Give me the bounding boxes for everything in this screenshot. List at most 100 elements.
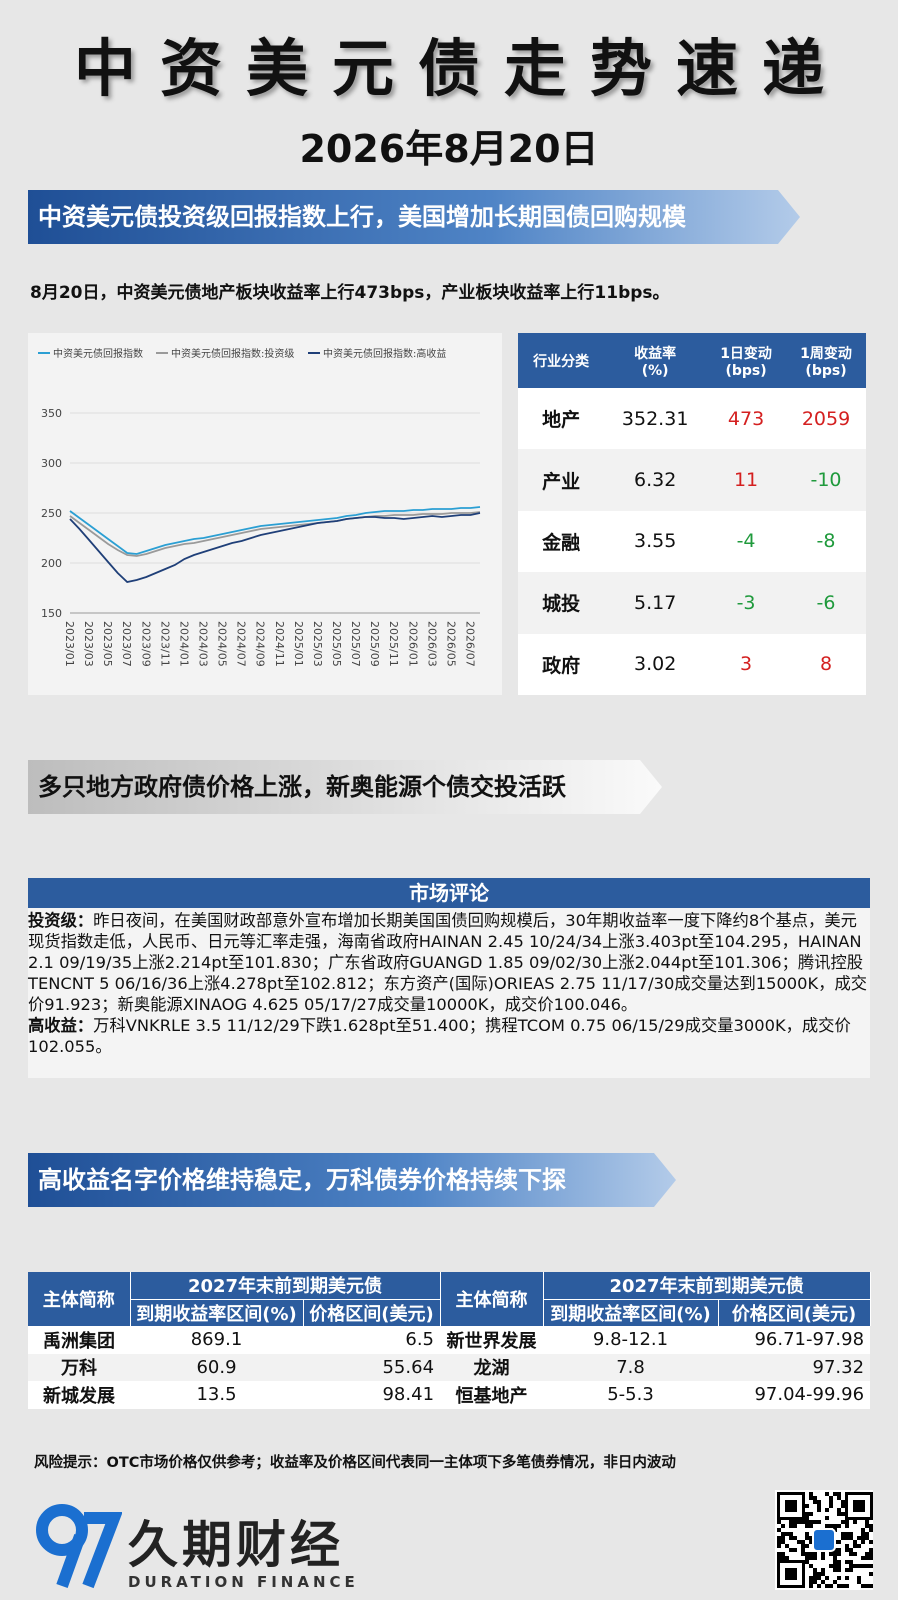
- qr-module: [853, 1544, 857, 1548]
- table-cell: 5-5.3: [543, 1381, 719, 1409]
- qr-module: [853, 1564, 857, 1568]
- qr-module: [801, 1552, 805, 1556]
- group-header: 2027年末前到期美元债: [543, 1272, 871, 1299]
- table-cell: -6: [786, 572, 866, 634]
- x-tick-label: 2025/01: [292, 621, 305, 667]
- qr-module: [793, 1548, 797, 1552]
- qr-module: [857, 1564, 861, 1568]
- table-cell: -3: [706, 572, 787, 634]
- commentary-label: 投资级：: [28, 911, 94, 930]
- x-tick-label: 2026/01: [406, 621, 419, 667]
- qr-module: [837, 1552, 841, 1556]
- header-text: (bps): [725, 362, 767, 379]
- logo-mark: [36, 1504, 122, 1589]
- qr-module: [821, 1580, 825, 1584]
- qr-module: [869, 1548, 873, 1552]
- header-text: 行业分类: [533, 353, 590, 370]
- qr-module: [841, 1512, 845, 1516]
- table-head: 行业分类 收益率 (%) 1日变动 (bps) 1周变动 (bps): [518, 333, 866, 388]
- commentary-paragraph: 高收益：万科VNKRLE 3.5 11/12/29下跌1.628pt至51.40…: [28, 1015, 870, 1057]
- qr-module: [869, 1528, 873, 1532]
- commentary-label: 高收益：: [28, 1016, 94, 1035]
- qr-module: [869, 1572, 873, 1576]
- qr-module: [777, 1536, 781, 1540]
- qr-module: [865, 1552, 869, 1556]
- qr-module: [869, 1564, 873, 1568]
- table-row: 万科 60.9 55.64 龙湖 7.8 97.32: [28, 1353, 871, 1381]
- table-body: 地产 352.31 473 2059 产业 6.32 11 -10 金融 3.55 -4 -8 城投 5.…: [518, 388, 866, 695]
- qr-module: [833, 1564, 837, 1568]
- column-header: 价格区间(美元): [718, 1298, 871, 1326]
- qr-module: [865, 1556, 869, 1560]
- table-cell: 869.1: [130, 1326, 303, 1354]
- qr-module: [853, 1540, 857, 1544]
- qr-module: [861, 1536, 865, 1540]
- x-tick-label: 2026/03: [425, 621, 438, 667]
- qr-module: [813, 1552, 817, 1556]
- qr-module: [841, 1532, 845, 1536]
- qr-module: [845, 1544, 849, 1548]
- qr-module: [849, 1560, 853, 1564]
- qr-module: [837, 1540, 841, 1544]
- page-date: 2026年8月20日: [299, 127, 599, 171]
- table-cell: 13.5: [130, 1381, 303, 1409]
- qr-module: [837, 1512, 841, 1516]
- table-row: 禹洲集团 869.1 6.5 新世界发展 9.8-12.1 96.71-97.98: [28, 1326, 871, 1354]
- qr-module: [801, 1520, 805, 1524]
- qr-module: [817, 1576, 821, 1580]
- qr-finder: [777, 1560, 805, 1588]
- section-banner: 高收益名字价格维持稳定，万科债券价格持续下探: [28, 1153, 676, 1207]
- qr-module: [789, 1548, 793, 1552]
- qr-module: [857, 1544, 861, 1548]
- header-row: 到期收益率区间(%) 价格区间(美元) 到期收益率区间(%) 价格区间(美元): [28, 1298, 871, 1326]
- risk-note: 风险提示：OTC市场价格仅供参考；收益率及价格区间代表同一主体项下多笔债券情况，…: [34, 1455, 676, 1471]
- column-header: 主体简称: [28, 1272, 131, 1326]
- legend-label: 中资美元债回报指数:投资级: [171, 347, 294, 360]
- qr-finder: [777, 1492, 805, 1520]
- qr-finder: [845, 1492, 873, 1520]
- qr-module: [825, 1576, 829, 1580]
- brand-name-en: DURATION FINANCE: [128, 1573, 359, 1591]
- qr-module: [777, 1520, 781, 1524]
- qr-module: [849, 1548, 853, 1552]
- qr-module: [825, 1516, 829, 1520]
- table-cell: -4: [706, 510, 787, 573]
- table-row: 城投 5.17 -3 -6: [518, 572, 866, 634]
- qr-module: [869, 1552, 873, 1556]
- table-cell: 97.32: [718, 1353, 871, 1381]
- qr-module: [837, 1560, 841, 1564]
- qr-module: [849, 1532, 853, 1536]
- qr-module: [809, 1512, 813, 1516]
- x-tick-label: 2024/11: [273, 621, 286, 667]
- qr-module: [813, 1556, 817, 1560]
- qr-code: [775, 1490, 873, 1590]
- qr-module: [833, 1580, 837, 1584]
- qr-module: [805, 1556, 809, 1560]
- table-cell: -8: [786, 510, 866, 573]
- qr-module: [805, 1532, 809, 1536]
- qr-module: [809, 1564, 813, 1568]
- qr-module: [777, 1552, 781, 1556]
- qr-module: [813, 1500, 817, 1504]
- qr-module: [821, 1552, 825, 1556]
- x-tick-label: 2024/01: [177, 621, 190, 667]
- qr-module: [817, 1504, 821, 1508]
- table-row: 金融 3.55 -4 -8: [518, 510, 866, 573]
- column-header: 1日变动 (bps): [706, 333, 787, 388]
- section-banner: 中资美元债投资级回报指数上行，美国增加长期国债回购规模: [28, 190, 800, 244]
- qr-module: [777, 1544, 781, 1548]
- qr-module: [809, 1552, 813, 1556]
- qr-logo: [812, 1528, 836, 1552]
- qr-module: [861, 1540, 865, 1544]
- qr-module: [845, 1536, 849, 1540]
- table-cell: 98.41: [303, 1381, 441, 1409]
- qr-module: [849, 1568, 853, 1572]
- qr-module: [797, 1520, 801, 1524]
- column-header: 到期收益率区间(%): [130, 1298, 304, 1326]
- qr-module: [781, 1552, 785, 1556]
- qr-module: [813, 1576, 817, 1580]
- qr-finder: [853, 1500, 865, 1512]
- x-tick-label: 2023/03: [82, 621, 95, 667]
- qr-module: [833, 1560, 837, 1564]
- table-cell: 城投: [518, 572, 605, 634]
